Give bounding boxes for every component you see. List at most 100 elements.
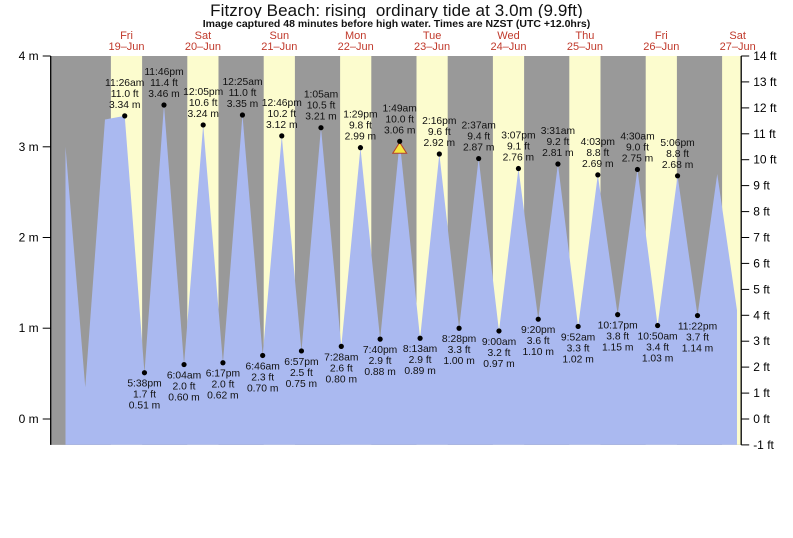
svg-text:1.02 m: 1.02 m xyxy=(562,354,593,365)
svg-text:2.3 ft: 2.3 ft xyxy=(251,373,274,384)
svg-text:11:22pm: 11:22pm xyxy=(678,322,717,333)
svg-text:3.2 ft: 3.2 ft xyxy=(488,348,511,359)
svg-text:11.0 ft: 11.0 ft xyxy=(111,89,139,100)
svg-text:11 ft: 11 ft xyxy=(753,127,776,141)
svg-text:9.1 ft: 9.1 ft xyxy=(507,142,530,153)
svg-text:1 ft: 1 ft xyxy=(753,386,770,400)
svg-text:9 ft: 9 ft xyxy=(753,179,770,193)
svg-text:3.35 m: 3.35 m xyxy=(227,99,258,110)
svg-text:3.24 m: 3.24 m xyxy=(187,109,218,120)
svg-text:2.9 ft: 2.9 ft xyxy=(369,356,392,367)
svg-text:5:38pm: 5:38pm xyxy=(127,379,161,390)
svg-text:6:46am: 6:46am xyxy=(246,362,280,373)
svg-text:6 ft: 6 ft xyxy=(753,256,770,270)
svg-text:8.8 ft: 8.8 ft xyxy=(666,149,689,160)
svg-text:7 ft: 7 ft xyxy=(753,231,770,245)
svg-text:2.0 ft: 2.0 ft xyxy=(211,380,234,391)
svg-text:-1 ft: -1 ft xyxy=(753,438,774,452)
svg-text:2.87 m: 2.87 m xyxy=(463,143,494,154)
svg-text:13 ft: 13 ft xyxy=(753,75,777,89)
svg-text:7:28am: 7:28am xyxy=(324,352,358,363)
svg-text:1.00 m: 1.00 m xyxy=(443,356,474,367)
svg-text:2.5 ft: 2.5 ft xyxy=(290,368,313,379)
svg-text:2.68 m: 2.68 m xyxy=(662,160,693,171)
svg-text:2.81 m: 2.81 m xyxy=(542,148,573,159)
svg-text:1:29pm: 1:29pm xyxy=(343,110,377,121)
svg-text:1.03 m: 1.03 m xyxy=(642,354,673,365)
svg-text:10:17pm: 10:17pm xyxy=(598,321,638,332)
svg-text:3.21 m: 3.21 m xyxy=(305,112,336,123)
svg-text:0.62 m: 0.62 m xyxy=(207,391,238,402)
svg-text:11.4 ft: 11.4 ft xyxy=(150,78,178,89)
svg-text:2.76 m: 2.76 m xyxy=(503,153,534,164)
svg-text:0.60 m: 0.60 m xyxy=(168,393,199,404)
svg-text:0.89 m: 0.89 m xyxy=(404,366,435,377)
svg-text:3.06 m: 3.06 m xyxy=(384,125,415,136)
svg-text:9.2 ft: 9.2 ft xyxy=(546,137,569,148)
svg-text:1.7 ft: 1.7 ft xyxy=(133,390,156,401)
svg-text:9:00am: 9:00am xyxy=(482,337,516,348)
svg-text:1 m: 1 m xyxy=(19,321,39,335)
svg-text:9:52am: 9:52am xyxy=(561,332,595,343)
svg-text:10:50am: 10:50am xyxy=(638,332,678,343)
svg-text:11.0 ft: 11.0 ft xyxy=(229,88,257,99)
svg-text:1.14 m: 1.14 m xyxy=(682,344,713,355)
svg-text:2:37am: 2:37am xyxy=(462,121,496,132)
svg-text:4:03pm: 4:03pm xyxy=(581,137,615,148)
svg-text:0.97 m: 0.97 m xyxy=(483,359,514,370)
svg-text:11:46pm: 11:46pm xyxy=(144,67,183,78)
svg-text:12 ft: 12 ft xyxy=(753,101,777,115)
svg-text:0.88 m: 0.88 m xyxy=(364,367,395,378)
svg-text:3.3 ft: 3.3 ft xyxy=(567,343,590,354)
svg-text:3.3 ft: 3.3 ft xyxy=(448,345,471,356)
svg-text:9.4 ft: 9.4 ft xyxy=(467,132,490,143)
svg-text:3.6 ft: 3.6 ft xyxy=(527,336,550,347)
svg-text:8:28pm: 8:28pm xyxy=(442,334,476,345)
svg-text:3.7 ft: 3.7 ft xyxy=(686,333,709,344)
svg-text:14 ft: 14 ft xyxy=(753,49,777,63)
svg-text:3:07pm: 3:07pm xyxy=(501,131,535,142)
svg-text:8 ft: 8 ft xyxy=(753,205,770,219)
svg-text:3 ft: 3 ft xyxy=(753,334,770,348)
svg-text:12:05pm: 12:05pm xyxy=(183,87,223,98)
svg-text:8.8 ft: 8.8 ft xyxy=(586,148,609,159)
svg-text:12:46pm: 12:46pm xyxy=(262,98,302,109)
svg-text:4 ft: 4 ft xyxy=(753,308,770,322)
svg-text:12:25am: 12:25am xyxy=(222,77,262,88)
svg-text:6:04am: 6:04am xyxy=(167,371,201,382)
svg-text:1.15 m: 1.15 m xyxy=(602,343,633,354)
svg-text:2.6 ft: 2.6 ft xyxy=(330,363,353,374)
svg-text:2.99 m: 2.99 m xyxy=(345,132,376,143)
svg-text:9.6 ft: 9.6 ft xyxy=(428,127,451,138)
svg-text:3:31am: 3:31am xyxy=(541,126,575,137)
svg-text:2.9 ft: 2.9 ft xyxy=(409,355,432,366)
svg-text:1.10 m: 1.10 m xyxy=(522,347,553,358)
svg-text:2 m: 2 m xyxy=(19,231,39,245)
svg-text:3 m: 3 m xyxy=(19,140,39,154)
svg-text:10.6 ft: 10.6 ft xyxy=(189,98,218,109)
svg-text:0 ft: 0 ft xyxy=(753,412,770,426)
svg-text:2.0 ft: 2.0 ft xyxy=(173,382,196,393)
svg-text:10 ft: 10 ft xyxy=(753,153,777,167)
svg-text:4:30am: 4:30am xyxy=(620,131,654,142)
svg-text:0.51 m: 0.51 m xyxy=(129,401,160,412)
svg-text:8:13am: 8:13am xyxy=(403,344,437,355)
svg-text:2:16pm: 2:16pm xyxy=(422,116,456,127)
svg-text:6:57pm: 6:57pm xyxy=(284,357,318,368)
svg-text:2.69 m: 2.69 m xyxy=(582,159,613,170)
svg-text:2.92 m: 2.92 m xyxy=(424,138,455,149)
svg-text:10.5 ft: 10.5 ft xyxy=(307,101,336,112)
svg-text:3.46 m: 3.46 m xyxy=(148,89,179,100)
svg-text:9.8 ft: 9.8 ft xyxy=(349,121,372,132)
svg-text:5:06pm: 5:06pm xyxy=(660,138,694,149)
svg-text:3.12 m: 3.12 m xyxy=(266,120,297,131)
svg-text:1:49am: 1:49am xyxy=(383,103,417,114)
svg-text:3.34 m: 3.34 m xyxy=(109,100,140,111)
svg-text:0 m: 0 m xyxy=(19,412,39,426)
svg-text:5 ft: 5 ft xyxy=(753,282,770,296)
svg-text:7:40pm: 7:40pm xyxy=(363,345,397,356)
svg-text:11:26am: 11:26am xyxy=(105,78,144,89)
svg-text:2.75 m: 2.75 m xyxy=(622,153,653,164)
svg-text:0.80 m: 0.80 m xyxy=(326,374,357,385)
svg-text:9.0 ft: 9.0 ft xyxy=(626,142,649,153)
